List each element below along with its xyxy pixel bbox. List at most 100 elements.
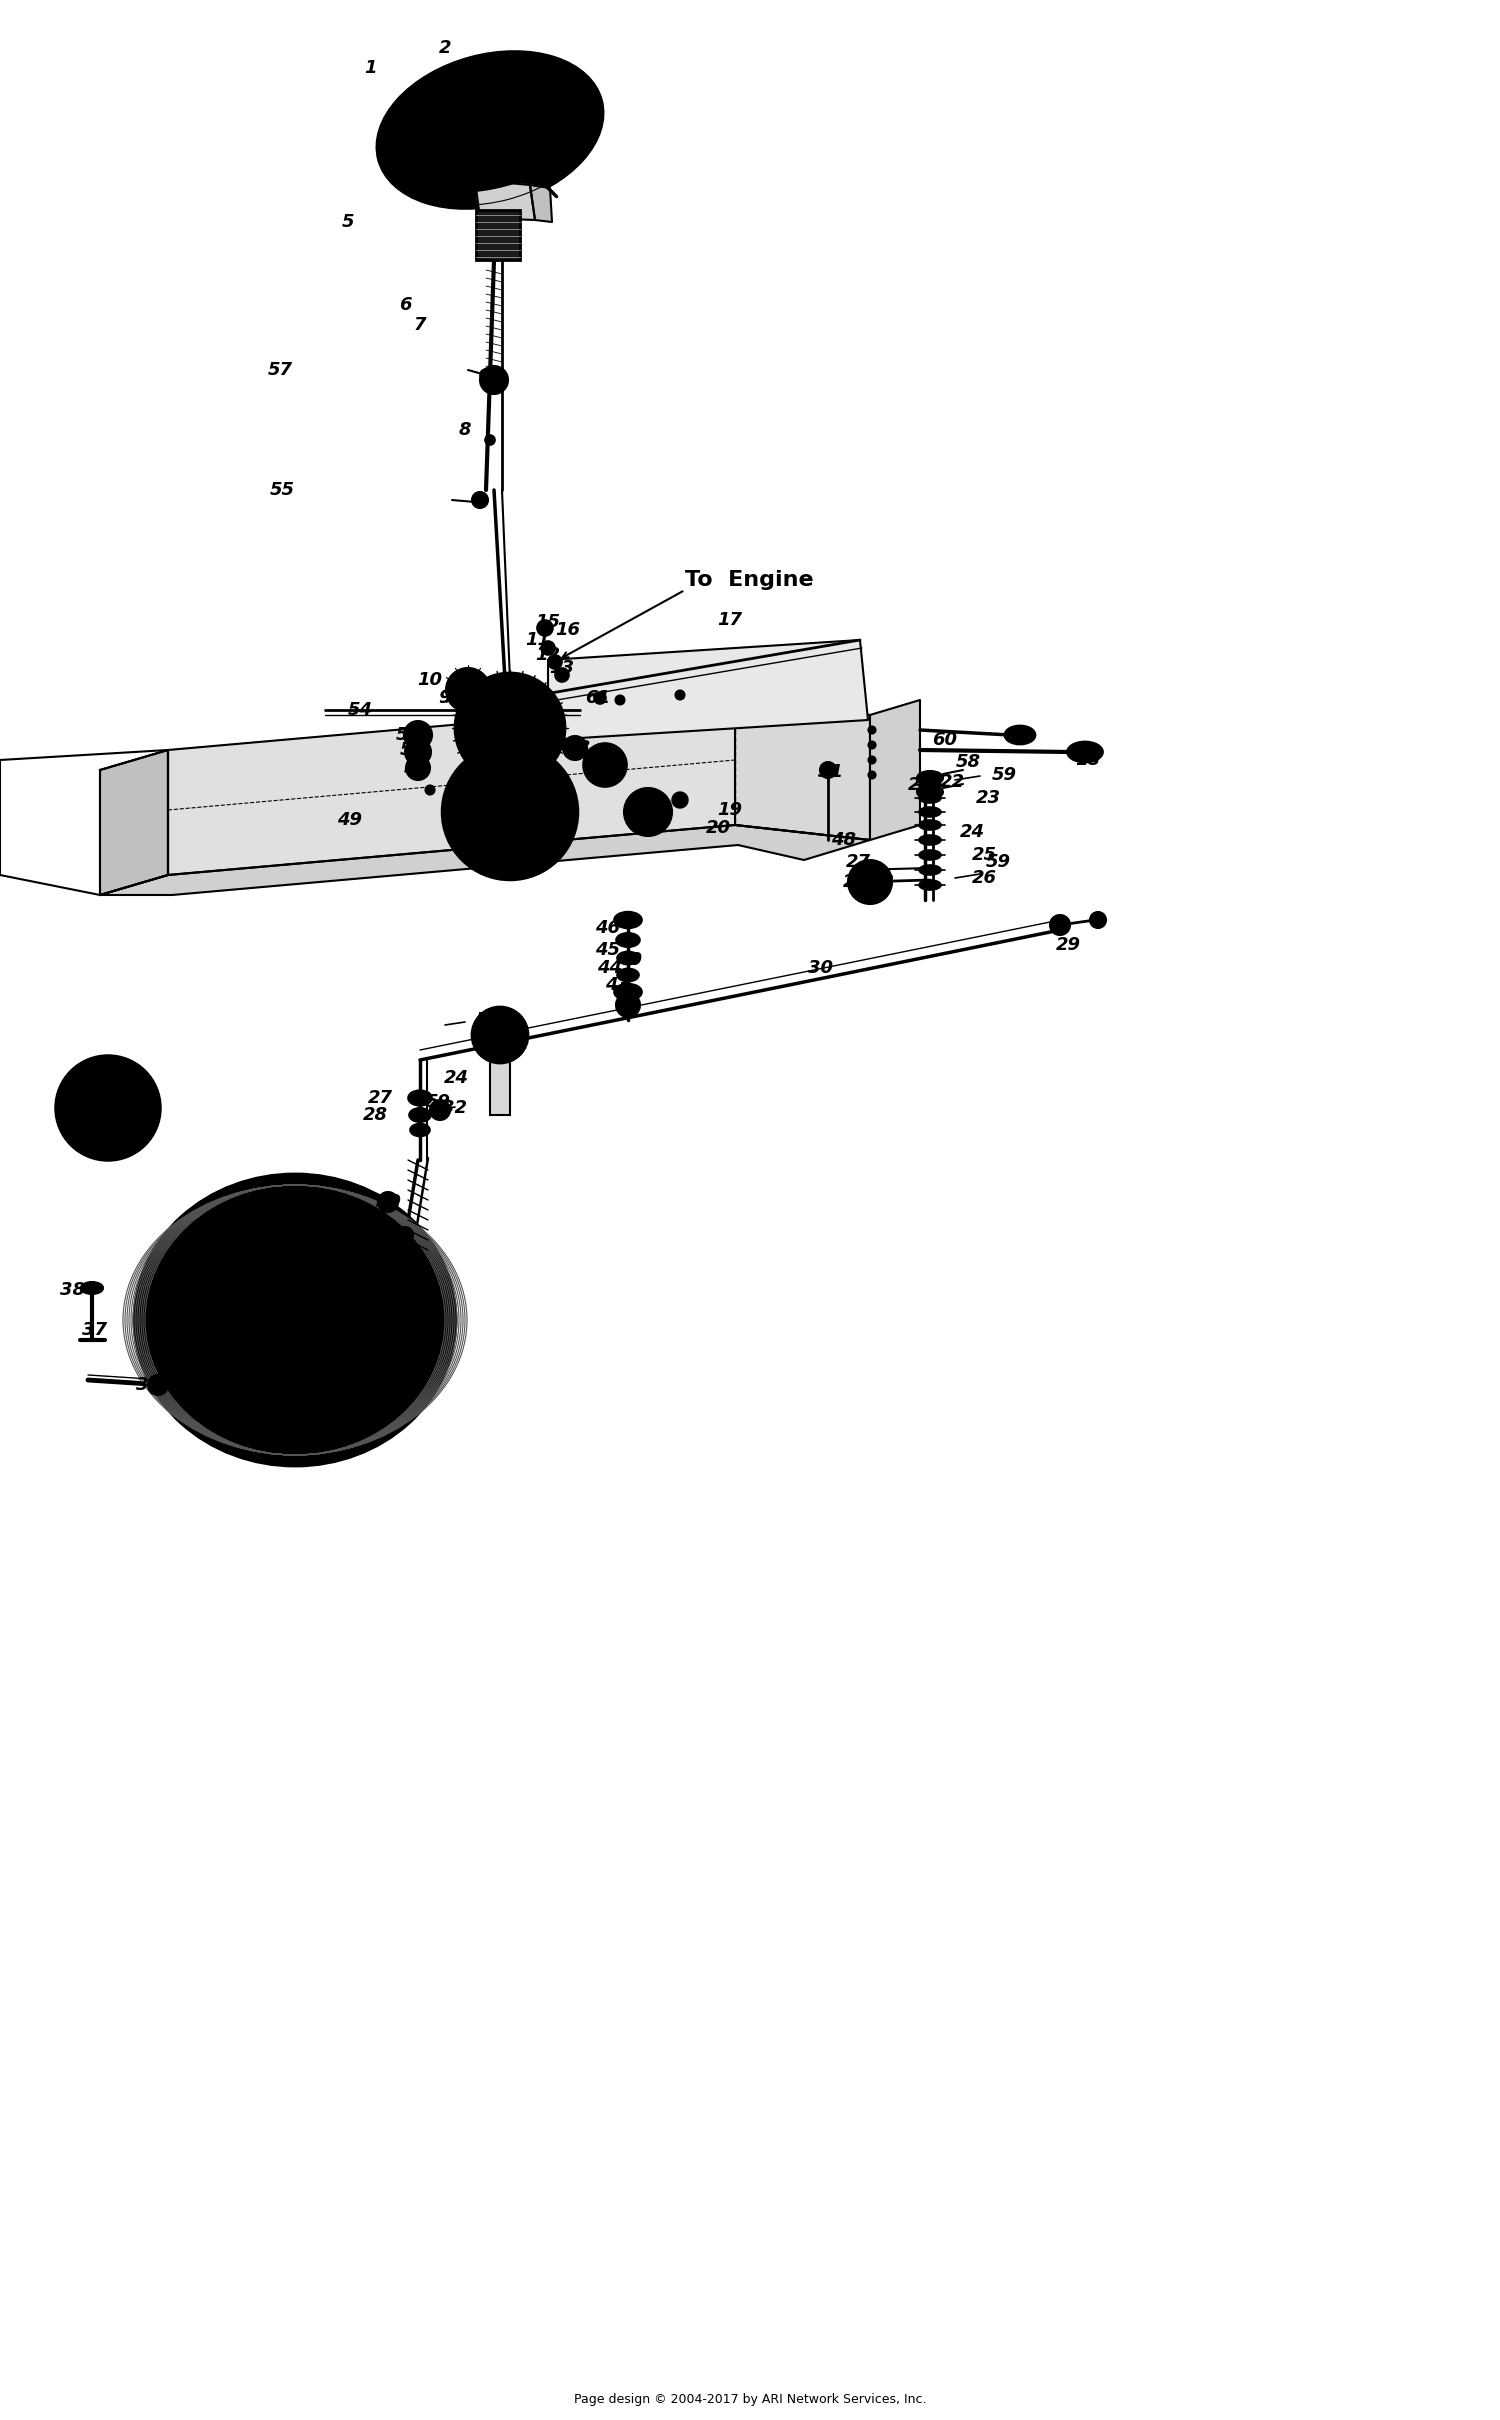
Ellipse shape (920, 806, 940, 818)
Text: 53: 53 (396, 726, 420, 743)
Circle shape (488, 777, 498, 787)
Bar (476, 211, 520, 259)
Ellipse shape (1005, 726, 1035, 743)
Text: 27: 27 (368, 1089, 393, 1106)
Text: 10: 10 (417, 670, 442, 690)
Circle shape (280, 1307, 309, 1333)
Ellipse shape (920, 794, 940, 803)
Circle shape (70, 1070, 146, 1147)
Ellipse shape (920, 820, 940, 830)
Circle shape (166, 1336, 183, 1353)
Circle shape (405, 738, 430, 765)
Text: 32: 32 (442, 1099, 468, 1118)
Circle shape (177, 1355, 194, 1370)
Ellipse shape (920, 864, 940, 876)
Circle shape (675, 690, 686, 699)
Text: 21: 21 (908, 777, 933, 794)
Text: 37: 37 (82, 1321, 108, 1338)
Circle shape (596, 755, 615, 774)
Circle shape (555, 668, 568, 682)
Circle shape (616, 992, 640, 1016)
Text: 4: 4 (462, 80, 474, 97)
Text: 19: 19 (717, 801, 742, 818)
Circle shape (868, 755, 876, 765)
Text: 59: 59 (986, 852, 1011, 871)
Text: 24: 24 (444, 1070, 468, 1087)
Text: 61: 61 (585, 690, 610, 707)
Text: 57: 57 (267, 361, 292, 380)
Circle shape (624, 789, 672, 835)
Ellipse shape (920, 881, 940, 891)
Text: 59: 59 (426, 1094, 450, 1111)
Circle shape (486, 126, 514, 155)
Circle shape (328, 1205, 348, 1225)
Text: 35: 35 (318, 1210, 342, 1227)
Text: 43: 43 (606, 975, 630, 995)
Polygon shape (100, 750, 168, 895)
Circle shape (378, 1193, 398, 1212)
Circle shape (537, 620, 554, 636)
Text: 48: 48 (566, 738, 591, 757)
Ellipse shape (616, 951, 639, 966)
Polygon shape (476, 179, 536, 220)
Circle shape (540, 806, 550, 818)
Circle shape (859, 871, 880, 893)
Circle shape (488, 837, 498, 847)
Text: 59: 59 (992, 767, 1017, 784)
Circle shape (472, 111, 528, 167)
Text: 7: 7 (414, 317, 426, 334)
Text: 2: 2 (438, 39, 452, 58)
Text: 14: 14 (518, 711, 543, 728)
Circle shape (56, 1055, 160, 1159)
Circle shape (638, 801, 658, 823)
Text: 24: 24 (488, 1026, 513, 1043)
Text: 1: 1 (363, 58, 376, 77)
Circle shape (500, 801, 520, 823)
Circle shape (148, 1375, 168, 1394)
Circle shape (472, 1007, 528, 1062)
Text: 46: 46 (596, 920, 621, 937)
Circle shape (454, 673, 566, 784)
Polygon shape (100, 750, 168, 895)
Ellipse shape (81, 1283, 104, 1295)
Text: 47: 47 (633, 803, 657, 820)
Text: 54: 54 (348, 702, 372, 719)
Ellipse shape (376, 51, 603, 208)
Circle shape (454, 757, 566, 866)
Ellipse shape (616, 932, 640, 946)
Circle shape (482, 1016, 518, 1053)
Circle shape (484, 436, 495, 445)
Circle shape (406, 755, 430, 779)
Polygon shape (100, 825, 870, 895)
Text: 33: 33 (303, 1244, 327, 1261)
Ellipse shape (408, 1089, 432, 1106)
Text: 5: 5 (342, 213, 354, 230)
Text: 39: 39 (375, 1193, 400, 1210)
Circle shape (847, 859, 892, 905)
Circle shape (868, 726, 876, 733)
Ellipse shape (916, 784, 944, 799)
Polygon shape (870, 699, 919, 840)
Polygon shape (530, 184, 552, 223)
Text: 42: 42 (870, 874, 894, 891)
Text: 8: 8 (459, 421, 471, 438)
Bar (490, 1036, 510, 1116)
Circle shape (594, 692, 606, 704)
Text: 45: 45 (596, 941, 621, 958)
Text: 37: 37 (60, 1096, 84, 1113)
Circle shape (458, 697, 482, 721)
Text: 31: 31 (382, 1227, 408, 1244)
Circle shape (274, 1244, 291, 1261)
Text: 23: 23 (975, 789, 1000, 806)
Polygon shape (168, 699, 870, 876)
Circle shape (480, 365, 508, 394)
Circle shape (480, 368, 492, 380)
Circle shape (152, 1319, 172, 1341)
Text: 13: 13 (549, 658, 574, 678)
Circle shape (492, 709, 528, 745)
Text: 38: 38 (60, 1280, 84, 1300)
Text: 29: 29 (1056, 937, 1080, 953)
Text: 60: 60 (933, 731, 957, 750)
Text: 44: 44 (597, 958, 622, 978)
Ellipse shape (292, 1312, 314, 1329)
